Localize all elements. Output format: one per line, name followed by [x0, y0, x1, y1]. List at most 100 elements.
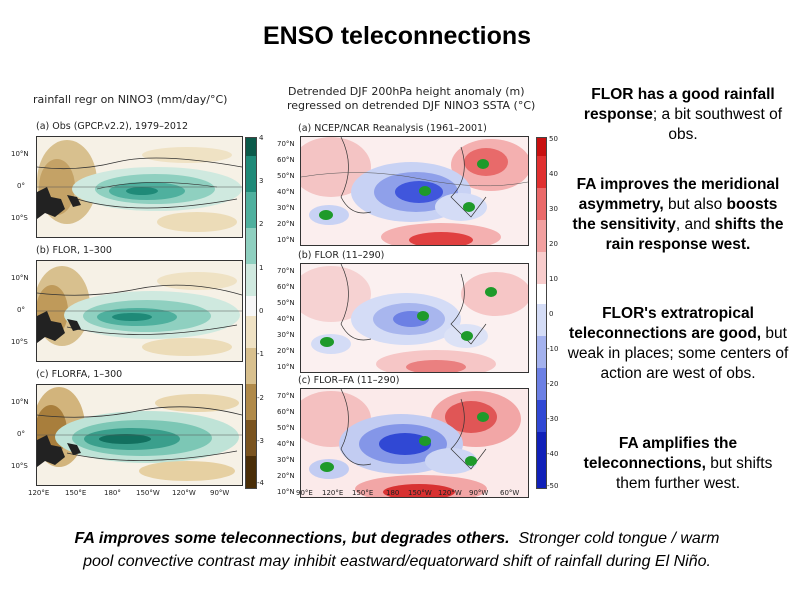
left-lon-tick-3: 150°W [136, 489, 160, 497]
right-b-lat-tick-5: 20°N [277, 347, 295, 355]
right-map-c [300, 388, 529, 498]
right-c-lat-tick-3: 40°N [277, 440, 295, 448]
left-b-lat-tick-2: 10°S [11, 338, 28, 346]
right-colorbar [536, 137, 547, 489]
footer-text: FA improves some teleconnections, but de… [0, 527, 794, 573]
right-map-b [300, 263, 529, 373]
note-3: FLOR's extratropical teleconnections are… [566, 304, 790, 384]
note-2-part-2: boosts the sensitivity [572, 196, 778, 233]
left-cbar-tick-3: 1 [259, 264, 264, 272]
right-b-lat-tick-6: 10°N [277, 363, 295, 371]
note-4-part-0: FA amplifies the teleconnections, [583, 435, 738, 472]
left-c-lat-tick-2: 10°S [11, 462, 28, 470]
right-figure-header-line2: regressed on detrended DJF NINO3 SSTA (°… [287, 99, 536, 112]
note-2-part-4: shifts the rain response west. [605, 216, 784, 253]
left-lon-tick-5: 90°W [210, 489, 230, 497]
right-cbar-tick-6: -10 [547, 345, 559, 353]
note-2-part-1: but also [663, 196, 727, 213]
left-lon-tick-2: 180° [104, 489, 121, 497]
left-map-a [36, 136, 243, 238]
left-panel-a-label: (a) Obs (GPCP.v2.2), 1979–2012 [36, 121, 189, 132]
left-figure-header: rainfall regr on NINO3 (mm/day/°C) [33, 93, 228, 106]
note-1: FLOR has a good rainfall response; a bit… [576, 85, 790, 145]
right-a-lat-tick-5: 20°N [277, 220, 295, 228]
right-b-lat-tick-0: 70°N [277, 267, 295, 275]
right-a-lat-tick-6: 10°N [277, 236, 295, 244]
left-a-lat-tick-0: 10°N [11, 150, 29, 158]
note-2-part-3: , and [675, 216, 715, 233]
right-c-lat-tick-1: 60°N [277, 408, 295, 416]
right-c-lat-tick-5: 20°N [277, 472, 295, 480]
left-a-lat-tick-2: 10°S [11, 214, 28, 222]
left-cbar-tick-1: 3 [259, 177, 264, 185]
right-lon-tick-0: 90°E [296, 489, 313, 497]
right-c-lat-tick-6: 10°N [277, 488, 295, 496]
left-cbar-tick-2: 2 [259, 220, 264, 228]
left-map-c [36, 384, 243, 486]
left-cbar-tick-8: -4 [257, 479, 264, 487]
right-a-lat-tick-1: 60°N [277, 156, 295, 164]
note-2: FA improves the meridional asymmetry, bu… [566, 175, 790, 255]
right-cbar-tick-8: -30 [547, 415, 559, 423]
right-b-lat-tick-3: 40°N [277, 315, 295, 323]
right-panel-b-label: (b) FLOR (11–290) [298, 250, 385, 261]
right-a-lat-tick-2: 50°N [277, 172, 295, 180]
right-cbar-tick-4: 10 [549, 275, 558, 283]
left-colorbar [245, 137, 257, 489]
right-cbar-tick-5: 0 [549, 310, 554, 318]
left-panel-b-label: (b) FLOR, 1–300 [36, 245, 112, 256]
left-c-lat-tick-0: 10°N [11, 398, 29, 406]
right-cbar-tick-9: -40 [547, 450, 559, 458]
right-lon-tick-1: 120°E [322, 489, 344, 497]
right-lon-tick-6: 90°W [469, 489, 489, 497]
left-b-lat-tick-0: 10°N [11, 274, 29, 282]
right-a-lat-tick-3: 40°N [277, 188, 295, 196]
right-lon-tick-7: 60°W [500, 489, 520, 497]
note-3-part-0: FLOR's extratropical teleconnections are… [569, 305, 762, 342]
footer-line2: pool convective contrast may inhibit eas… [83, 553, 711, 570]
left-lon-tick-1: 150°E [65, 489, 87, 497]
right-a-lat-tick-4: 30°N [277, 204, 295, 212]
note-1-part-0: FLOR has a good rainfall response [583, 86, 775, 123]
right-a-lat-tick-0: 70°N [277, 140, 295, 148]
left-lon-tick-0: 120°E [28, 489, 50, 497]
right-panel-a-label: (a) NCEP/NCAR Reanalysis (1961–2001) [298, 123, 487, 134]
right-lon-tick-5: 120°W [438, 489, 462, 497]
left-cbar-tick-7: -3 [257, 437, 264, 445]
right-c-lat-tick-4: 30°N [277, 456, 295, 464]
right-figure-header-line1: Detrended DJF 200hPa height anomaly (m) [288, 85, 525, 98]
slide-title: ENSO teleconnections [262, 22, 532, 50]
right-cbar-tick-7: -20 [547, 380, 559, 388]
note-3-part-1: but weak in places; some centers of acti… [567, 325, 789, 382]
note-4: FA amplifies the teleconnections, but sh… [566, 434, 790, 494]
right-cbar-tick-0: 50 [549, 135, 558, 143]
footer-line1: FA improves some teleconnections, but de… [74, 530, 510, 547]
left-cbar-tick-5: -1 [257, 350, 264, 358]
right-b-lat-tick-1: 60°N [277, 283, 295, 291]
left-lon-tick-4: 120°W [172, 489, 196, 497]
right-map-a [300, 136, 529, 246]
left-b-lat-tick-1: 0° [17, 306, 25, 314]
left-map-b [36, 260, 243, 362]
right-cbar-tick-10: -50 [547, 482, 559, 490]
left-cbar-tick-0: 4 [259, 134, 264, 142]
right-b-lat-tick-4: 30°N [277, 331, 295, 339]
right-c-lat-tick-2: 50°N [277, 424, 295, 432]
right-lon-tick-3: 180 [386, 489, 400, 497]
left-panel-c-label: (c) FLORFA, 1–300 [36, 369, 123, 380]
right-cbar-tick-3: 20 [549, 240, 558, 248]
left-cbar-tick-6: -2 [257, 394, 264, 402]
right-cbar-tick-2: 30 [549, 205, 558, 213]
right-lon-tick-4: 150°W [408, 489, 432, 497]
left-a-lat-tick-1: 0° [17, 182, 25, 190]
right-cbar-tick-1: 40 [549, 170, 558, 178]
note-1-part-1: ; a bit southwest of obs. [652, 106, 783, 143]
left-c-lat-tick-1: 0° [17, 430, 25, 438]
right-lon-tick-2: 150°E [352, 489, 374, 497]
right-panel-c-label: (c) FLOR–FA (11–290) [298, 375, 400, 386]
right-c-lat-tick-0: 70°N [277, 392, 295, 400]
footer-line1b: Stronger cold tongue / warm [518, 530, 720, 547]
right-b-lat-tick-2: 50°N [277, 299, 295, 307]
left-cbar-tick-4: 0 [259, 307, 264, 315]
note-4-part-1: but shifts them further west. [615, 455, 773, 492]
